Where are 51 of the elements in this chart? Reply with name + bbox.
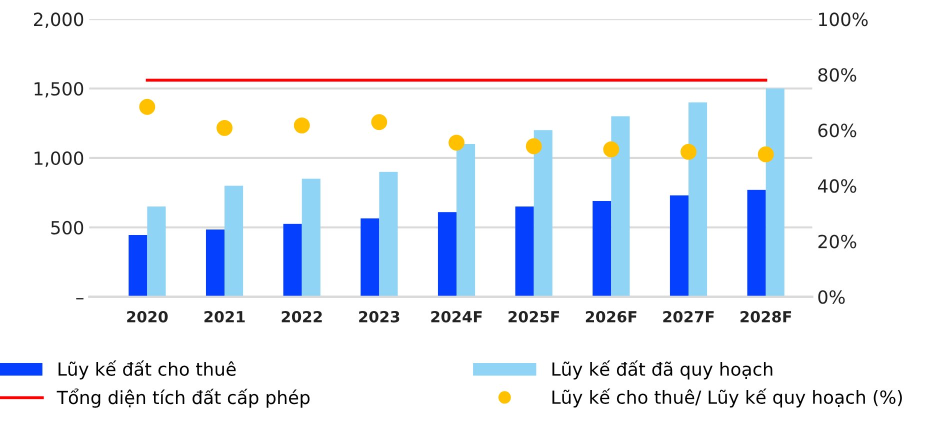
bar xyxy=(747,190,766,297)
bar xyxy=(147,206,166,297)
bar xyxy=(456,144,476,297)
y-tick-label: – xyxy=(76,298,84,300)
y-tick-label: 500 xyxy=(51,220,84,234)
x-tick-label: 2026F xyxy=(586,310,636,323)
y2-tick-label: 100% xyxy=(819,12,868,26)
x-tick-label: 2023 xyxy=(359,310,400,323)
y-tick-label: 1,000 xyxy=(34,151,84,167)
bar xyxy=(766,88,784,297)
bar xyxy=(670,195,689,297)
bar xyxy=(592,200,612,297)
point xyxy=(216,120,233,136)
bar xyxy=(379,172,398,297)
bar xyxy=(515,206,534,297)
x-tick-label: 2021 xyxy=(204,310,245,323)
bar xyxy=(360,218,380,297)
x-tick-label: 2025F xyxy=(508,310,560,323)
y2-tick-label: 0% xyxy=(818,290,845,304)
point xyxy=(758,146,774,162)
y2-tick-label: 80% xyxy=(818,68,856,82)
legend-label: Lũy kế cho thuê/ Lũy kế quy hoạch (%) xyxy=(552,388,902,408)
bar xyxy=(206,229,225,297)
bar xyxy=(302,178,320,297)
x-tick-label: 2020 xyxy=(127,310,168,323)
y2-tick-label: 60% xyxy=(818,124,856,138)
point xyxy=(680,144,696,160)
point xyxy=(448,134,464,151)
bar xyxy=(283,224,302,297)
point xyxy=(603,141,620,158)
point xyxy=(371,114,388,130)
x-tick-label: 2027F xyxy=(663,310,714,323)
bar xyxy=(438,212,457,297)
legend-label: Lũy kế đất đã quy hoạch xyxy=(552,360,772,380)
x-tick-label: 2024F xyxy=(431,310,482,323)
y2-tick-label: 20% xyxy=(818,234,856,248)
point xyxy=(294,117,310,134)
x-tick-label: 2022 xyxy=(282,310,322,323)
y2-tick-label: 40% xyxy=(818,179,856,193)
legend-label: Lũy kế đất cho thuê xyxy=(58,360,236,380)
bar xyxy=(128,235,148,297)
bar xyxy=(688,102,708,297)
legend-label: Tổng diện tích đất cấp phép xyxy=(56,388,310,408)
point xyxy=(526,138,542,154)
bar xyxy=(534,130,552,297)
point xyxy=(139,98,156,115)
bar xyxy=(224,186,244,297)
x-tick-label: 2028F xyxy=(740,310,792,323)
y-tick-label: 1,500 xyxy=(34,82,84,98)
y-tick-label: 2,000 xyxy=(34,12,84,28)
bar xyxy=(611,116,630,297)
